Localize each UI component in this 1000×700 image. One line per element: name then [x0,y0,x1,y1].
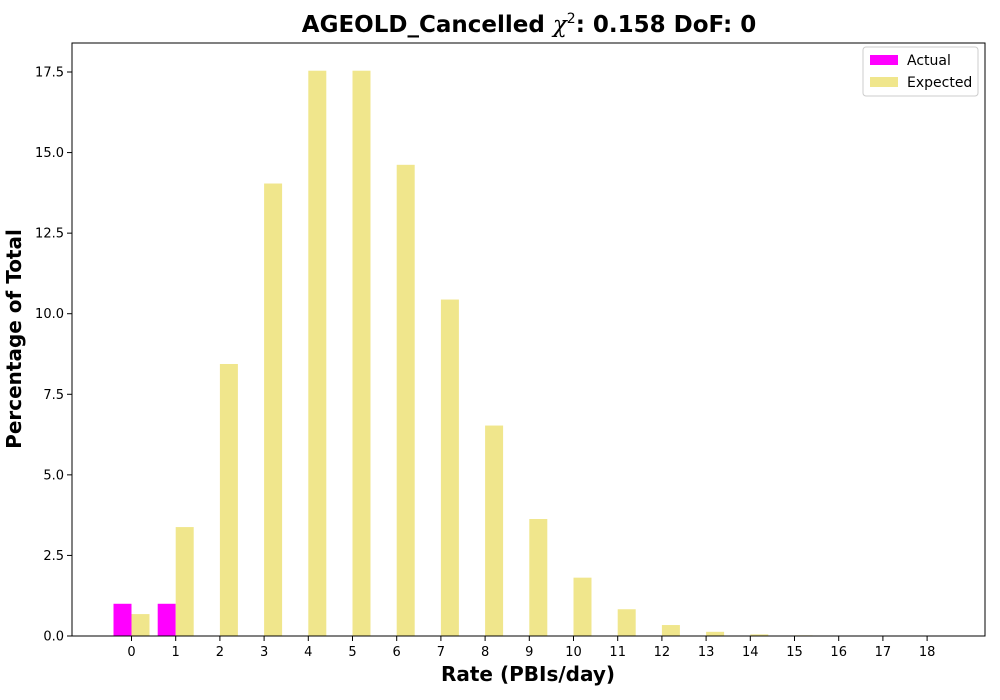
bar-expected-12 [661,625,680,636]
bar-actual-1 [157,603,176,636]
x-tick-label: 16 [830,645,847,660]
legend: Actual Expected [862,46,979,97]
bar-expected-9 [529,519,548,636]
x-tick-label: 14 [742,645,759,660]
x-tick-label: 0 [127,645,135,660]
legend-swatch-actual [870,55,898,65]
x-tick-label: 18 [919,645,936,660]
x-tick-label: 8 [481,645,489,660]
y-axis: 0.0 2.5 5.0 7.5 10.0 12.5 15.0 17.5 [35,66,72,645]
y-tick-label: 17.5 [35,66,64,81]
legend-label-expected: Expected [907,75,972,91]
x-tick-label: 17 [875,645,892,660]
x-tick-label: 10 [565,645,582,660]
x-tick-label: 9 [525,645,533,660]
bar-expected-1 [175,527,194,636]
y-tick-label: 12.5 [35,227,64,242]
bar-actual-0 [113,603,132,636]
y-tick-label: 15.0 [35,146,64,161]
bar-expected-5 [352,70,371,636]
bar-expected-0 [131,614,150,636]
x-axis: 0 1 2 3 4 5 6 7 8 9 10 11 12 13 14 15 16 17 18 [127,636,935,660]
plot-frame [71,42,986,637]
bar-expected-6 [396,164,415,637]
x-tick-label: 1 [172,645,180,660]
x-tick-label: 3 [260,645,268,660]
x-tick-label: 15 [786,645,803,660]
legend-swatch-expected [870,77,898,87]
y-axis-title: Percentage of Total [2,229,26,449]
bar-expected-10 [573,577,592,636]
x-tick-label: 2 [216,645,224,660]
bar-expected-3 [264,183,283,637]
y-tick-label: 2.5 [43,549,64,564]
x-tick-label: 6 [393,645,401,660]
x-tick-label: 13 [698,645,715,660]
x-tick-label: 12 [654,645,671,660]
x-tick-label: 5 [348,645,356,660]
y-tick-label: 5.0 [43,468,64,483]
x-axis-title: Rate (PBIs/day) [441,662,615,686]
bar-expected-13 [706,631,725,636]
bar-expected-7 [440,299,459,636]
y-tick-label: 10.0 [35,307,64,322]
legend-label-actual: Actual [907,53,951,69]
y-tick-label: 7.5 [43,388,64,403]
bar-expected-11 [617,609,636,636]
bar-expected-4 [308,70,327,636]
y-tick-label: 0.0 [43,630,64,645]
bar-expected-8 [485,425,504,636]
plot-area [113,70,946,637]
bar-expected-2 [219,363,238,636]
chart-title: AGEOLD_Cancelled χ2: 0.158 DoF: 0 [302,11,756,38]
x-tick-label: 4 [304,645,312,660]
bar-expected-14 [750,634,769,636]
x-tick-label: 11 [609,645,626,660]
x-tick-label: 7 [437,645,445,660]
